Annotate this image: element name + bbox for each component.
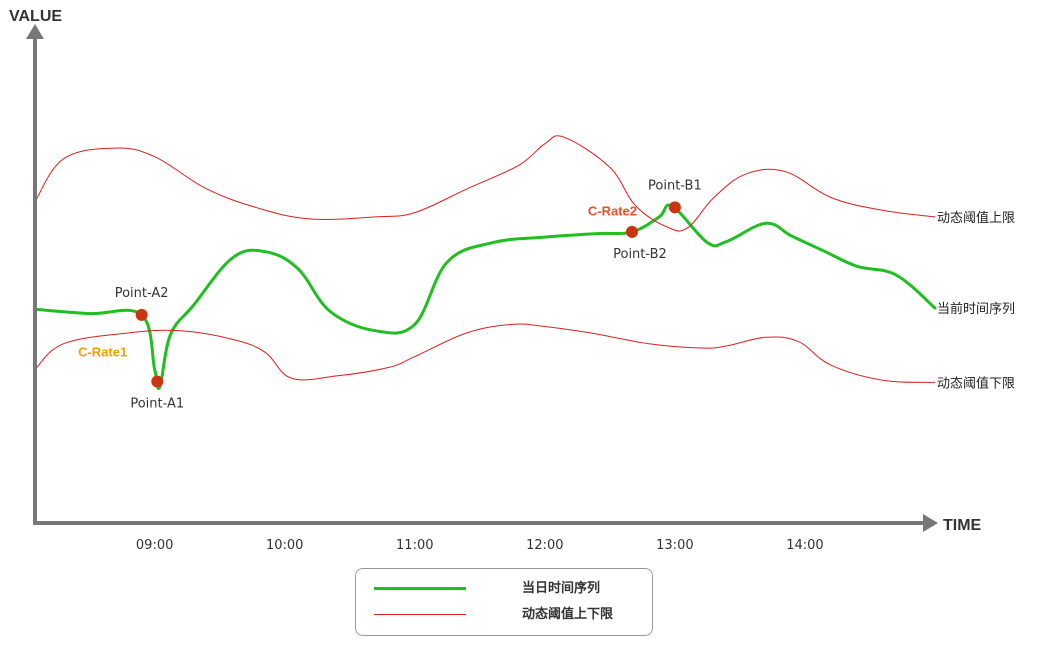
x-axis-title: TIME — [943, 517, 982, 534]
x-tick-label: 12:00 — [526, 538, 563, 553]
x-axis-arrow-icon — [923, 514, 938, 532]
series-layer — [33, 135, 937, 390]
point-label-point-a1: Point-A1 — [130, 397, 184, 412]
legend-swatch-current — [374, 587, 466, 590]
legend-label-threshold: 动态阈值上下限 — [522, 607, 614, 622]
line-chart: VALUE TIME 09:00 10:00 11:00 12:00 13:00 14:0… — [9, 8, 1015, 553]
x-tick-labels: 09:00 10:00 11:00 12:00 13:00 14:00 — [136, 538, 824, 553]
series-line-upper — [34, 135, 936, 232]
annotation-c-rate1: C-Rate1 — [78, 345, 127, 360]
point-label-point-b1: Point-B1 — [648, 178, 702, 193]
legend-swatch-threshold — [374, 614, 466, 615]
x-tick-label: 09:00 — [136, 538, 173, 553]
marker-point-b2 — [625, 225, 638, 238]
marker-point-a2 — [135, 308, 148, 321]
series-end-label-lower: 动态阈值下限 — [937, 375, 1015, 391]
series-end-label-upper: 动态阈值上限 — [937, 210, 1015, 226]
marker-point-a1 — [151, 375, 164, 388]
point-label-point-a2: Point-A2 — [115, 286, 169, 301]
annotation-c-rate2: C-Rate2 — [588, 204, 637, 219]
axis-layer: VALUE TIME — [9, 8, 982, 534]
legend-item-threshold: 动态阈值上下限 — [356, 605, 652, 625]
series-line-current — [33, 203, 937, 390]
x-tick-label: 14:00 — [786, 538, 823, 553]
series-end-label-current: 当前时间序列 — [937, 301, 1015, 317]
legend: 当日时间序列 动态阈值上下限 — [355, 568, 653, 636]
y-axis-arrow-icon — [26, 24, 44, 39]
x-tick-label: 11:00 — [396, 538, 433, 553]
series-line-lower — [34, 323, 936, 383]
legend-label-current: 当日时间序列 — [522, 581, 601, 596]
x-tick-label: 13:00 — [656, 538, 693, 553]
point-label-point-b2: Point-B2 — [613, 247, 667, 262]
marker-point-b1 — [668, 201, 681, 214]
legend-item-current: 当日时间序列 — [356, 579, 652, 599]
x-tick-label: 10:00 — [266, 538, 303, 553]
y-axis-title: VALUE — [9, 8, 62, 25]
